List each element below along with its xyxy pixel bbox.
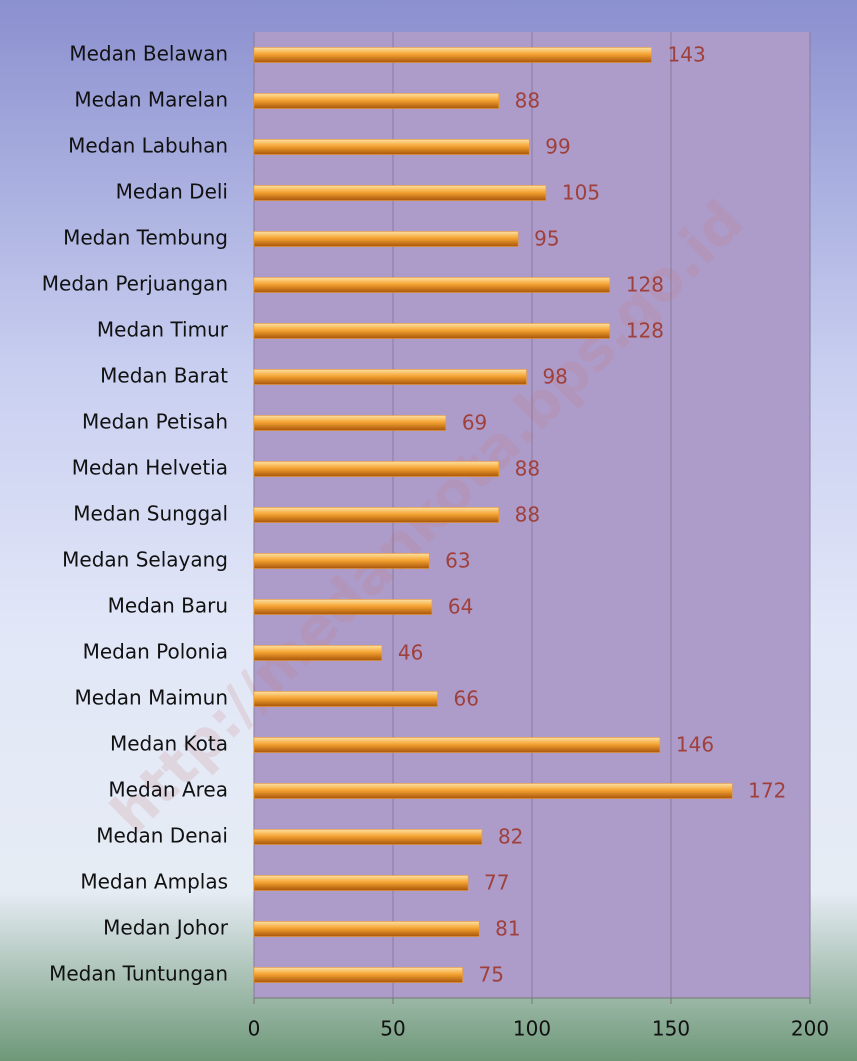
value-label: 98 <box>542 365 567 389</box>
y-tick-label: Medan Tuntungan <box>49 962 228 986</box>
value-label: 75 <box>479 963 504 987</box>
value-label: 146 <box>676 733 714 757</box>
bar <box>253 967 463 983</box>
y-tick-label: Medan Polonia <box>83 640 228 664</box>
bar <box>253 875 469 891</box>
value-label: 66 <box>453 687 478 711</box>
value-label: 88 <box>515 503 540 527</box>
x-tick-label: 50 <box>380 1017 405 1041</box>
y-tick-label: Medan Baru <box>108 594 228 618</box>
y-tick-label: Medan Marelan <box>74 88 228 112</box>
y-tick-label: Medan Barat <box>100 364 228 388</box>
y-tick-label: Medan Denai <box>96 824 228 848</box>
value-label: 143 <box>668 43 706 67</box>
bar <box>253 737 661 753</box>
value-label: 63 <box>445 549 470 573</box>
bar <box>253 691 438 707</box>
y-tick-label: Medan Deli <box>116 180 228 204</box>
bar <box>253 139 530 155</box>
bar <box>253 231 519 247</box>
bar <box>253 829 483 845</box>
bar <box>253 553 430 569</box>
y-tick-label: Medan Kota <box>110 732 228 756</box>
y-tick-label: Medan Johor <box>103 916 229 940</box>
bar <box>253 185 547 201</box>
bar <box>253 93 499 109</box>
value-label: 88 <box>515 457 540 481</box>
y-tick-label: Medan Belawan <box>69 42 228 66</box>
y-tick-label: Medan Tembung <box>63 226 228 250</box>
x-tick-label: 150 <box>652 1017 690 1041</box>
value-label: 95 <box>534 227 559 251</box>
y-tick-label: Medan Labuhan <box>68 134 228 158</box>
bar <box>253 507 499 523</box>
y-tick-label: Medan Petisah <box>82 410 228 434</box>
y-tick-label: Medan Perjuangan <box>42 272 228 296</box>
y-tick-label: Medan Amplas <box>80 870 228 894</box>
value-label: 88 <box>515 89 540 113</box>
y-tick-label: Medan Selayang <box>62 548 228 572</box>
y-tick-label: Medan Maimun <box>75 686 228 710</box>
value-label: 46 <box>398 641 423 665</box>
value-label: 99 <box>545 135 570 159</box>
bar <box>253 645 383 661</box>
x-tick-label: 0 <box>248 1017 261 1041</box>
bar <box>253 323 611 339</box>
x-tick-label: 200 <box>791 1017 829 1041</box>
value-label: 172 <box>748 779 786 803</box>
bar <box>253 783 733 799</box>
value-label: 82 <box>498 825 523 849</box>
bar <box>253 461 499 477</box>
value-label: 64 <box>448 595 473 619</box>
bar <box>253 921 480 937</box>
value-label: 105 <box>562 181 600 205</box>
value-label: 77 <box>484 871 509 895</box>
y-tick-label: Medan Sunggal <box>73 502 228 526</box>
bar <box>253 47 652 63</box>
y-tick-label: Medan Timur <box>97 318 229 342</box>
value-label: 128 <box>626 273 664 297</box>
value-label: 69 <box>462 411 487 435</box>
bar <box>253 415 447 431</box>
value-label: 128 <box>626 319 664 343</box>
y-tick-label: Medan Helvetia <box>72 456 228 480</box>
bar <box>253 369 527 385</box>
bar <box>253 277 611 293</box>
y-tick-label: Medan Area <box>108 778 228 802</box>
x-tick-label: 100 <box>513 1017 551 1041</box>
bar <box>253 599 433 615</box>
value-label: 81 <box>495 917 520 941</box>
